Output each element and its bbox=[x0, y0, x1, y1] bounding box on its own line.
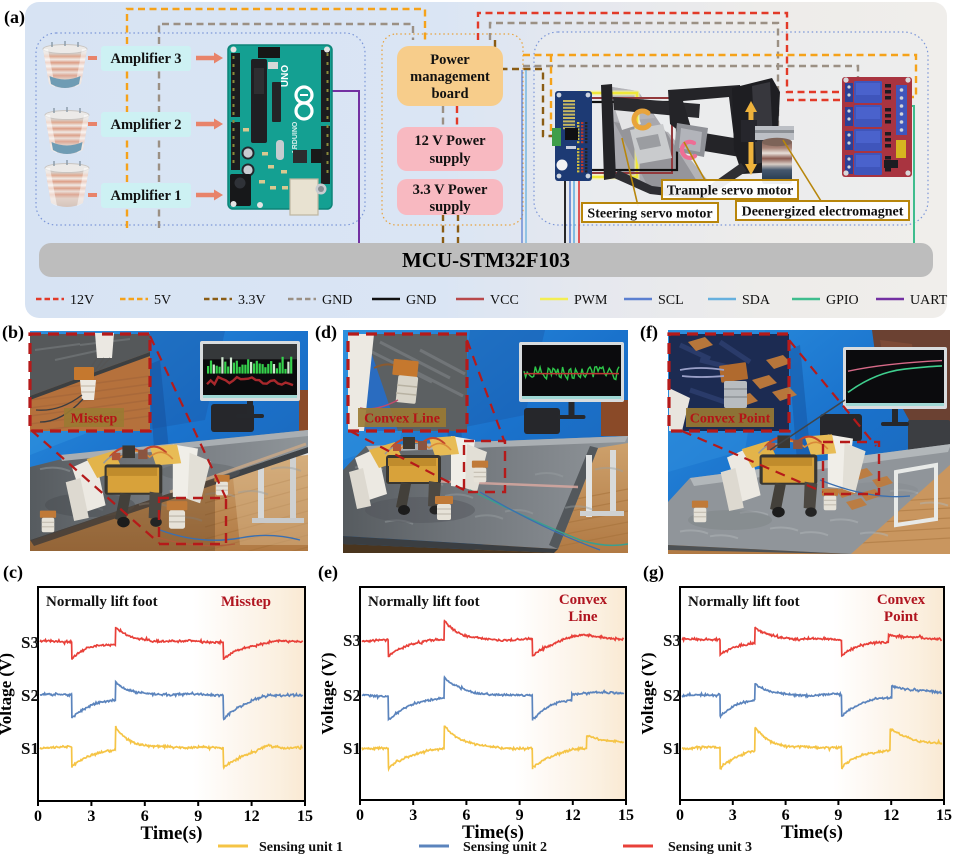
svg-text:Voltage (V): Voltage (V) bbox=[318, 653, 337, 735]
svg-text:Normally lift foot: Normally lift foot bbox=[368, 594, 480, 610]
svg-text:UNO: UNO bbox=[280, 65, 291, 87]
svg-text:Amplifier 1: Amplifier 1 bbox=[110, 188, 181, 204]
svg-text:(g): (g) bbox=[643, 562, 664, 583]
svg-text:ARDUINO: ARDUINO bbox=[292, 121, 299, 154]
svg-text:(e): (e) bbox=[318, 562, 338, 583]
svg-text:S1: S1 bbox=[21, 739, 39, 758]
svg-text:3: 3 bbox=[729, 807, 737, 824]
svg-text:PWM: PWM bbox=[574, 293, 608, 308]
svg-text:3.3 V Power: 3.3 V Power bbox=[413, 182, 488, 198]
svg-text:Convex: Convex bbox=[559, 592, 608, 608]
svg-text:supply: supply bbox=[429, 199, 471, 215]
svg-text:board: board bbox=[431, 86, 468, 102]
svg-text:S2: S2 bbox=[343, 686, 361, 705]
svg-text:12: 12 bbox=[565, 807, 581, 824]
svg-text:3.3V: 3.3V bbox=[238, 293, 266, 308]
svg-text:S3: S3 bbox=[343, 631, 361, 650]
svg-text:15: 15 bbox=[297, 808, 313, 825]
svg-text:9: 9 bbox=[194, 808, 202, 825]
svg-text:GND: GND bbox=[322, 293, 352, 308]
svg-text:12V: 12V bbox=[70, 293, 94, 308]
svg-text:Time(s): Time(s) bbox=[781, 822, 843, 843]
svg-text:0: 0 bbox=[676, 807, 684, 824]
svg-text:12 V Power: 12 V Power bbox=[414, 133, 486, 149]
svg-text:(a): (a) bbox=[4, 7, 25, 28]
svg-text:Convex: Convex bbox=[877, 592, 926, 608]
svg-text:Misstep: Misstep bbox=[71, 412, 118, 427]
svg-text:Voltage (V): Voltage (V) bbox=[0, 653, 15, 735]
svg-text:Normally lift foot: Normally lift foot bbox=[688, 594, 800, 610]
svg-text:Deenergized electromagnet: Deenergized electromagnet bbox=[742, 205, 904, 220]
svg-text:5V: 5V bbox=[154, 293, 171, 308]
svg-text:9: 9 bbox=[516, 807, 524, 824]
svg-text:3: 3 bbox=[87, 808, 95, 825]
svg-text:supply: supply bbox=[429, 151, 471, 167]
svg-text:15: 15 bbox=[936, 807, 952, 824]
svg-text:S1: S1 bbox=[343, 739, 361, 758]
svg-text:management: management bbox=[410, 69, 490, 85]
svg-text:S1: S1 bbox=[663, 739, 681, 758]
svg-text:GND: GND bbox=[406, 293, 436, 308]
svg-text:Convex Line: Convex Line bbox=[364, 412, 440, 427]
svg-text:Sensing unit 2: Sensing unit 2 bbox=[463, 840, 547, 855]
svg-text:15: 15 bbox=[618, 807, 634, 824]
svg-text:SCL: SCL bbox=[658, 293, 684, 308]
svg-text:(c): (c) bbox=[3, 562, 23, 583]
svg-text:(d): (d) bbox=[315, 322, 337, 343]
svg-text:Trample servo motor: Trample servo motor bbox=[667, 184, 793, 199]
svg-text:Line: Line bbox=[568, 609, 598, 625]
svg-text:Time(s): Time(s) bbox=[462, 822, 524, 843]
svg-text:S3: S3 bbox=[663, 631, 681, 650]
svg-text:12: 12 bbox=[244, 808, 260, 825]
svg-text:Power: Power bbox=[430, 52, 470, 68]
svg-text:MCU-STM32F103: MCU-STM32F103 bbox=[402, 248, 570, 272]
svg-text:0: 0 bbox=[356, 807, 364, 824]
svg-text:VCC: VCC bbox=[490, 293, 519, 308]
svg-text:Amplifier 2: Amplifier 2 bbox=[110, 117, 181, 133]
svg-text:6: 6 bbox=[141, 808, 149, 825]
svg-text:6: 6 bbox=[782, 807, 790, 824]
svg-text:Sensing unit 1: Sensing unit 1 bbox=[259, 840, 343, 855]
svg-text:9: 9 bbox=[834, 807, 842, 824]
svg-text:S3: S3 bbox=[21, 633, 39, 652]
svg-text:S2: S2 bbox=[663, 686, 681, 705]
svg-text:SDA: SDA bbox=[742, 293, 771, 308]
svg-text:Normally lift foot: Normally lift foot bbox=[46, 594, 158, 610]
svg-text:Sensing unit 3: Sensing unit 3 bbox=[668, 840, 752, 855]
svg-text:Voltage (V): Voltage (V) bbox=[638, 653, 657, 735]
svg-text:3: 3 bbox=[409, 807, 417, 824]
svg-text:(f): (f) bbox=[640, 322, 658, 343]
svg-text:12: 12 bbox=[883, 807, 899, 824]
svg-text:0: 0 bbox=[34, 808, 42, 825]
svg-text:Convex Point: Convex Point bbox=[690, 412, 771, 427]
svg-text:Misstep: Misstep bbox=[221, 594, 271, 610]
svg-text:UART: UART bbox=[910, 293, 948, 308]
svg-text:Steering servo motor: Steering servo motor bbox=[587, 207, 712, 222]
svg-text:(b): (b) bbox=[2, 322, 24, 343]
svg-text:Point: Point bbox=[884, 609, 918, 625]
svg-text:S2: S2 bbox=[21, 686, 39, 705]
svg-text:Amplifier 3: Amplifier 3 bbox=[110, 51, 181, 67]
svg-text:6: 6 bbox=[462, 807, 470, 824]
svg-text:GPIO: GPIO bbox=[826, 293, 859, 308]
svg-text:Time(s): Time(s) bbox=[141, 823, 203, 844]
